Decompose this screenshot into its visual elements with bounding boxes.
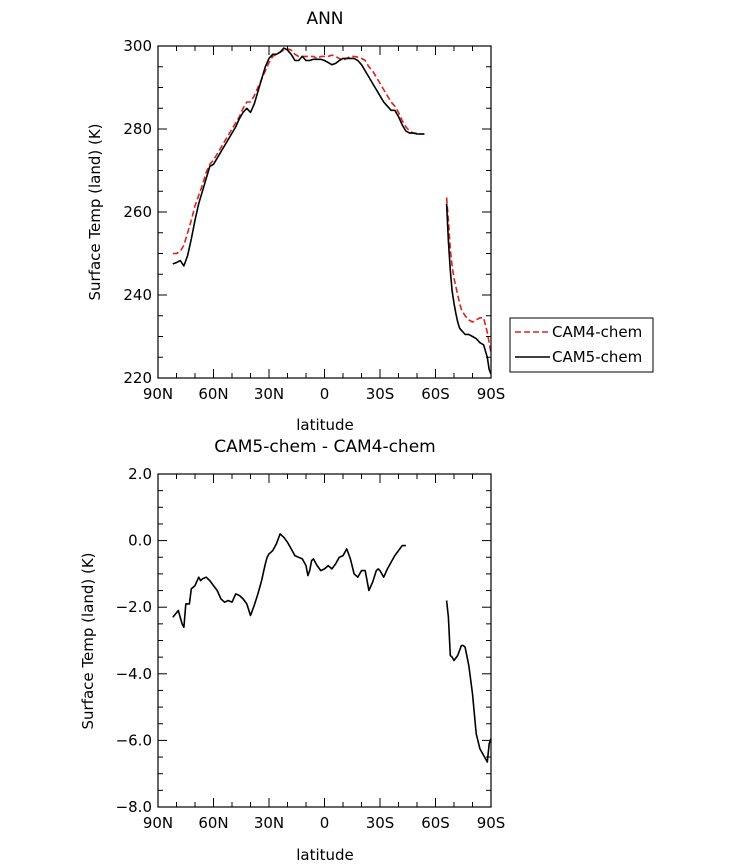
legend: CAM4-chem CAM5-chem [509, 317, 654, 373]
top-y-tick-label: 240 [123, 286, 152, 304]
top-y-tick-label: 260 [123, 203, 152, 221]
bottom-y-tick-label: 2.0 [128, 465, 152, 483]
bottom-x-tick-label: 90S [477, 814, 506, 832]
bottom-y-tick-label: 0.0 [128, 532, 152, 550]
legend-label-cam4: CAM4-chem [552, 323, 642, 341]
top-y-axis-label: Surface Temp (land) (K) [86, 123, 104, 300]
top-x-tick-label: 60N [198, 385, 228, 403]
bottom-x-tick-label: 30N [254, 814, 284, 832]
bottom-series-line-difference [172, 533, 406, 628]
bottom-y-tick-label: −6.0 [116, 731, 152, 749]
legend-label-cam5: CAM5-chem [552, 348, 642, 366]
bottom-y-axis-label: Surface Temp (land) (K) [79, 552, 97, 729]
top-y-tick-label: 280 [123, 120, 152, 138]
legend-box [509, 317, 654, 373]
top-y-tick-label: 220 [123, 369, 152, 387]
bottom-chart-title: CAM5-chem - CAM4-chem [214, 437, 435, 457]
bottom-x-tick-label: 60S [421, 814, 450, 832]
top-panel: ANN 90N 60N 30N 0 30S 60S 90S 220 240 260 280 300 l… [86, 9, 654, 434]
bottom-y-tick-label: −8.0 [116, 798, 152, 816]
top-series-line-cam5-chem [445, 203, 492, 375]
bottom-x-tick-label: 60N [198, 814, 228, 832]
top-x-tick-label: 90N [143, 385, 173, 403]
top-x-tick-label: 90S [477, 385, 506, 403]
bottom-series-lines [172, 533, 492, 763]
top-x-tick-label: 60S [421, 385, 450, 403]
top-x-tick-label: 30N [254, 385, 284, 403]
top-x-axis-label: latitude [296, 416, 354, 434]
bottom-panel: CAM5-chem - CAM4-chem 90N 60N 30N 0 30S 60S 90… [79, 437, 505, 864]
bottom-x-axis-label: latitude [296, 846, 354, 864]
bottom-axis-ticks: 90N 60N 30N 0 30S 60S 90S 2.0 0.0 −2.0 −4.0 −6.0 −8.… [116, 465, 506, 832]
top-chart-title: ANN [306, 9, 343, 29]
bottom-plot-frame [157, 473, 492, 808]
top-x-tick-label: 30S [366, 385, 395, 403]
bottom-x-tick-label: 0 [320, 814, 330, 832]
bottom-y-tick-label: −4.0 [116, 665, 152, 683]
bottom-x-tick-label: 30S [366, 814, 395, 832]
top-axis-ticks: 90N 60N 30N 0 30S 60S 90S 220 240 260 280 300 [123, 37, 505, 403]
top-series-line-cam4-chem [172, 48, 425, 255]
top-series-line-cam4-chem [445, 197, 492, 354]
top-y-tick-label: 300 [123, 37, 152, 55]
bottom-y-tick-label: −2.0 [116, 598, 152, 616]
top-x-tick-label: 0 [320, 385, 330, 403]
top-plot-frame [157, 45, 492, 379]
bottom-x-tick-label: 90N [143, 814, 173, 832]
bottom-series-line-difference [445, 600, 492, 763]
top-series-lines [172, 47, 492, 375]
top-series-line-cam5-chem [172, 47, 425, 267]
